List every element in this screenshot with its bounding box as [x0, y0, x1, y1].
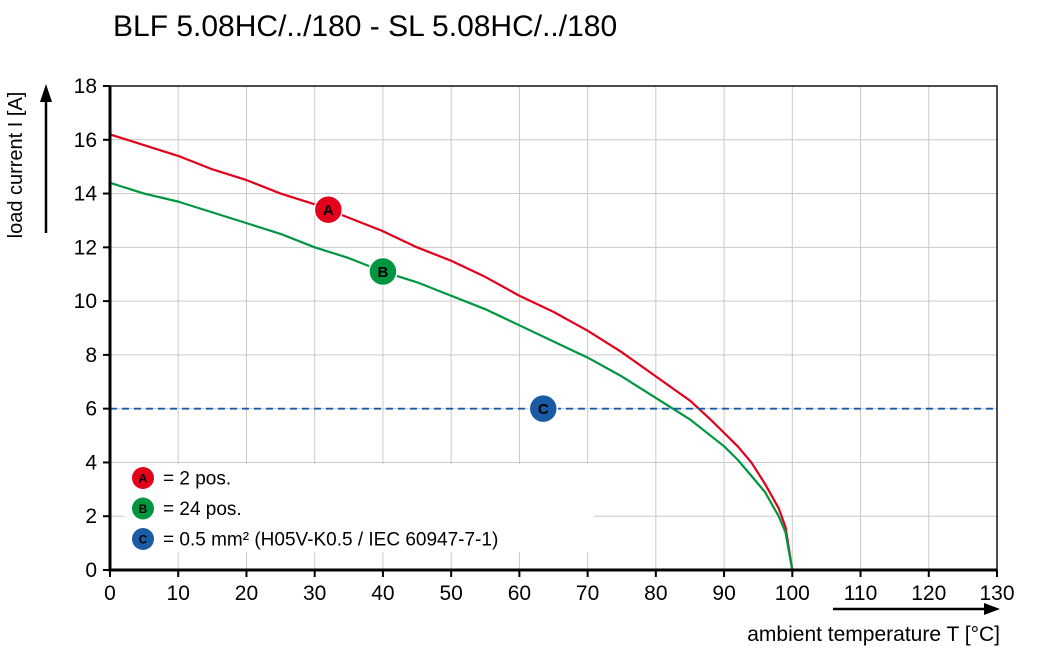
x-tick-label: 110	[844, 582, 877, 605]
y-axis-label: load current I [A]	[5, 92, 27, 239]
marker-C	[528, 393, 559, 424]
curve-A	[109, 133, 794, 571]
y-tick-label: 8	[85, 344, 97, 367]
curve-B	[109, 181, 794, 571]
legend-background	[124, 464, 594, 552]
x-tick-label: 10	[167, 582, 190, 605]
legend-marker-A	[132, 467, 154, 489]
y-tick-label: 18	[74, 75, 97, 98]
y-tick-label: 6	[85, 398, 97, 421]
x-axis-arrow-head	[984, 603, 1000, 615]
legend-label-B: = 24 pos.	[163, 499, 242, 520]
marker-C-label: C	[538, 401, 549, 418]
legend-marker-A-letter: A	[139, 472, 148, 486]
y-tick-label: 0	[85, 559, 97, 582]
x-tick-label: 40	[371, 582, 394, 605]
legend-marker-B-letter: B	[139, 502, 148, 516]
legend-label-A: = 2 pos.	[163, 469, 231, 490]
x-tick-label: 70	[576, 582, 599, 605]
x-tick-label: 0	[104, 582, 116, 605]
x-tick-label: 50	[439, 582, 462, 605]
y-tick-label: 10	[74, 290, 97, 313]
marker-B-label: B	[378, 264, 389, 281]
x-tick-label: 100	[775, 582, 810, 605]
y-tick-label: 14	[74, 183, 98, 206]
x-tick-label: 60	[508, 582, 531, 605]
y-tick-label: 12	[74, 236, 97, 259]
y-tick-label: 2	[85, 505, 97, 528]
x-tick-label: 120	[911, 582, 946, 605]
marker-A-label: A	[323, 202, 334, 219]
y-tick-label: 16	[74, 129, 97, 152]
legend-label-C: = 0.5 mm² (H05V-K0.5 / IEC 60947-7-1)	[163, 530, 498, 551]
x-tick-label: 130	[979, 582, 1014, 605]
x-tick-label: 30	[303, 582, 326, 605]
legend-marker-C	[132, 528, 154, 550]
x-tick-label: 20	[235, 582, 258, 605]
marker-B	[368, 256, 398, 287]
legend-marker-B	[132, 497, 154, 520]
y-axis-arrow-head	[40, 84, 52, 102]
x-tick-label: 90	[712, 582, 735, 605]
x-axis-label: ambient temperature T [°C]	[747, 623, 1000, 646]
marker-A	[313, 194, 344, 225]
x-tick-label: 80	[644, 582, 667, 605]
legend-marker-C-letter: C	[139, 533, 148, 547]
y-tick-label: 4	[85, 451, 97, 474]
chart-title: BLF 5.08HC/../180 - SL 5.08HC/../180	[113, 10, 618, 43]
